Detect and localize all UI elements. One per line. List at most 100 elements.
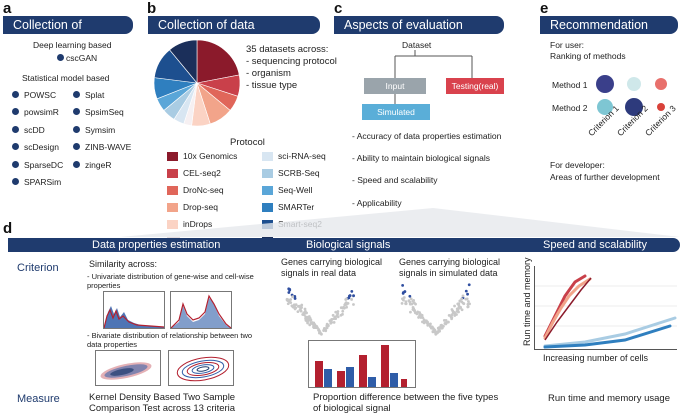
- measure-proportion-difference: Proportion difference between the five t…: [313, 392, 499, 414]
- volcano-point: [303, 309, 307, 313]
- volcano-point-significant: [403, 290, 407, 293]
- volcano-point: [415, 312, 419, 316]
- volcano-point: [292, 303, 296, 307]
- protocol-pie-chart: [153, 39, 241, 127]
- univariate-label: - Univariate distribution of gene-wise a…: [87, 272, 254, 290]
- volcano-point: [458, 299, 462, 303]
- volcano-point: [442, 324, 445, 328]
- volcano-point: [456, 308, 460, 312]
- volcano-point: [409, 297, 413, 301]
- bar-blue-1: [324, 369, 332, 387]
- method-bullet-icon: [12, 91, 19, 98]
- volcano-point: [455, 313, 458, 316]
- pie-slice: [196, 39, 240, 84]
- method-bullet-icon: [57, 54, 64, 61]
- y-axis-label: Run time and memory: [522, 257, 532, 346]
- method-sparsim: SPARSim: [24, 177, 62, 187]
- volcano-point: [457, 302, 461, 306]
- volcano-point: [332, 320, 336, 324]
- method-splat: Splat: [85, 90, 105, 100]
- volcano-point: [324, 327, 327, 331]
- volcano-point: [421, 316, 425, 320]
- criterion-applicability: - Applicability: [352, 198, 402, 208]
- volcano-point-significant: [466, 292, 469, 296]
- col-speed-title: Speed and scalability: [543, 239, 647, 251]
- panel-b-title: Collection of data: [148, 16, 320, 34]
- protocol-swatch: [262, 186, 273, 195]
- volcano-point: [336, 310, 340, 313]
- protocol-label: SCRB-Seq: [278, 168, 320, 178]
- statistical-header: Statistical model based: [22, 73, 110, 83]
- bar-blue-3: [368, 377, 376, 387]
- criterion-accuracy: - Accuracy of data properties estimation: [352, 131, 502, 141]
- volcano-point: [412, 308, 415, 312]
- method-scdd: scDD: [24, 125, 45, 135]
- panel-c-title: Aspects of evaluation: [334, 16, 504, 34]
- volcano-point-significant: [287, 291, 291, 294]
- volcano-point: [302, 312, 306, 316]
- volcano-point-significant: [464, 289, 468, 293]
- summary-line: - sequencing protocol: [246, 56, 337, 67]
- volcano-point: [460, 308, 464, 312]
- volcano-point-significant: [347, 296, 351, 300]
- line-orange: [543, 277, 592, 340]
- panel-letter-d: d: [3, 220, 13, 237]
- volcano-point: [459, 305, 462, 309]
- volcano-point: [422, 318, 426, 322]
- panel-e-title: Recommendation: [540, 16, 678, 34]
- method-bullet-icon: [12, 126, 19, 133]
- volcano-point-significant: [350, 289, 354, 293]
- rank-dot-m2-c3: [657, 103, 665, 111]
- volcano-point-significant: [348, 294, 352, 297]
- volcano-point-significant: [467, 283, 471, 287]
- c-to-d-connector: [120, 208, 680, 237]
- volcano-plot-simulated: [400, 283, 471, 336]
- volcano-point: [414, 302, 417, 306]
- protocol-label: inDrops: [183, 219, 213, 229]
- method-scdesign: scDesign: [24, 142, 59, 152]
- volcano-point: [344, 298, 348, 301]
- method-bullet-icon: [73, 108, 80, 115]
- volcano-point: [404, 300, 408, 304]
- volcano-point: [308, 318, 312, 322]
- volcano-point: [352, 303, 355, 306]
- volcano-point: [299, 309, 303, 313]
- rank-dot-m1-c2: [627, 77, 641, 91]
- volcano-point: [422, 320, 426, 324]
- volcano-point: [306, 321, 309, 325]
- input-box: Input: [364, 78, 426, 94]
- method-zinb-wave: ZINB-WAVE: [85, 142, 132, 152]
- volcano-point: [411, 305, 415, 309]
- protocol-label: Drop-seq: [183, 202, 218, 212]
- protocol-label: SMARTer: [278, 202, 315, 212]
- col-data-properties-title: Data properties estimation: [92, 239, 221, 251]
- volcano-point: [468, 302, 471, 306]
- criterion-biological: - Ability to maintain biological signals: [352, 153, 490, 163]
- volcano-point: [341, 312, 344, 316]
- volcano-point: [345, 303, 348, 306]
- volcano-point: [296, 310, 300, 314]
- bar-red-5: [401, 379, 407, 387]
- univariate-density-plot-2: [170, 291, 232, 329]
- volcano-point: [436, 330, 440, 334]
- volcano-point: [411, 299, 415, 303]
- volcano-point: [443, 322, 447, 325]
- summary-line: 35 datasets across:: [246, 44, 329, 55]
- volcano-point: [341, 309, 345, 313]
- volcano-point-significant: [352, 294, 356, 298]
- volcano-point: [289, 301, 293, 304]
- protocol-label: sci-RNA-seq: [278, 151, 326, 161]
- measure-runtime-memory: Run time and memory usage: [548, 393, 670, 404]
- volcano-point: [339, 306, 343, 310]
- volcano-point: [331, 313, 335, 317]
- volcano-point: [453, 304, 456, 308]
- volcano-point: [467, 300, 470, 303]
- volcano-point: [462, 302, 466, 306]
- for-user-label: For user:: [550, 40, 585, 50]
- volcano-point: [450, 317, 454, 321]
- dataset-summary: 35 datasets across: - sequencing protoco…: [246, 44, 337, 92]
- volcano-point: [404, 302, 408, 306]
- measure-row-label: Measure: [17, 393, 60, 405]
- volcano-point: [402, 296, 406, 299]
- line-blue: [543, 324, 672, 349]
